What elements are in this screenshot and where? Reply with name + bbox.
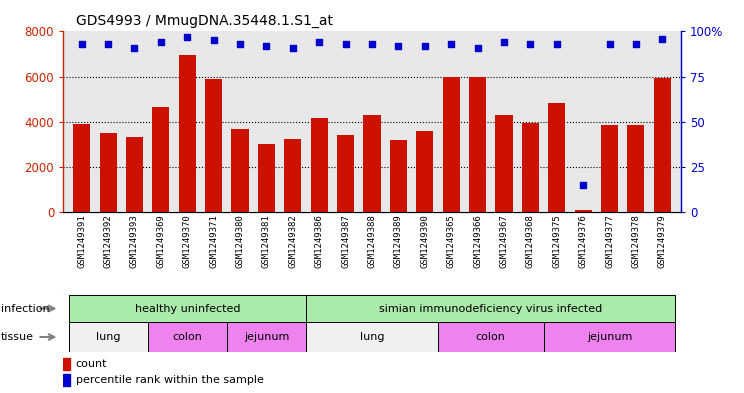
Bar [284, 139, 301, 212]
Text: infection: infection [1, 303, 49, 314]
Text: GSM1249389: GSM1249389 [394, 215, 403, 268]
Bar [306, 295, 676, 322]
Bar [544, 322, 676, 352]
Text: GSM1249370: GSM1249370 [183, 215, 192, 268]
Bar [227, 322, 306, 352]
Text: GSM1249368: GSM1249368 [526, 215, 535, 268]
Point [340, 41, 352, 47]
Point [76, 41, 88, 47]
Point [182, 34, 193, 40]
Text: jejunum: jejunum [244, 332, 289, 342]
Point [603, 41, 615, 47]
Point [656, 35, 668, 42]
Text: GSM1249380: GSM1249380 [236, 215, 245, 268]
Bar [574, 210, 591, 212]
Text: GSM1249369: GSM1249369 [156, 215, 165, 268]
Text: GSM1249379: GSM1249379 [658, 215, 667, 268]
Bar [416, 131, 433, 212]
Bar [258, 145, 275, 212]
Text: tissue: tissue [1, 332, 33, 342]
Point [287, 44, 299, 51]
Text: GSM1249388: GSM1249388 [368, 215, 376, 268]
Point [260, 43, 272, 49]
Point [577, 182, 589, 188]
Text: GSM1249381: GSM1249381 [262, 215, 271, 268]
Bar [337, 135, 354, 212]
Bar [443, 77, 460, 212]
Bar [153, 107, 170, 212]
Text: GSM1249367: GSM1249367 [499, 215, 508, 268]
Text: GSM1249375: GSM1249375 [552, 215, 561, 268]
Bar [522, 123, 539, 212]
Point [234, 41, 246, 47]
Point [392, 43, 404, 49]
Text: GSM1249387: GSM1249387 [341, 215, 350, 268]
Text: healthy uninfected: healthy uninfected [135, 303, 240, 314]
Bar [363, 115, 381, 212]
Bar [148, 322, 227, 352]
Point [630, 41, 642, 47]
Bar [496, 115, 513, 212]
Bar [627, 125, 644, 212]
Text: count: count [76, 359, 107, 369]
Text: lung: lung [360, 332, 384, 342]
Bar [126, 136, 143, 212]
Text: GSM1249392: GSM1249392 [103, 215, 112, 268]
Bar [601, 125, 618, 212]
Text: percentile rank within the sample: percentile rank within the sample [76, 375, 263, 385]
Text: lung: lung [96, 332, 121, 342]
Bar [311, 118, 328, 212]
Bar [438, 322, 544, 352]
Text: GDS4993 / MmugDNA.35448.1.S1_at: GDS4993 / MmugDNA.35448.1.S1_at [76, 14, 333, 28]
Text: GSM1249386: GSM1249386 [315, 215, 324, 268]
Text: GSM1249377: GSM1249377 [605, 215, 614, 268]
Bar [63, 374, 70, 386]
Point [498, 39, 510, 46]
Bar [68, 295, 306, 322]
Text: GSM1249382: GSM1249382 [289, 215, 298, 268]
Text: GSM1249366: GSM1249366 [473, 215, 482, 268]
Text: GSM1249371: GSM1249371 [209, 215, 218, 268]
Point [313, 39, 325, 46]
Point [208, 37, 219, 44]
Bar [231, 129, 248, 212]
Bar [548, 103, 565, 212]
Point [472, 44, 484, 51]
Bar [73, 124, 90, 212]
Bar [205, 79, 222, 212]
Point [445, 41, 457, 47]
Bar [654, 78, 671, 212]
Text: GSM1249378: GSM1249378 [632, 215, 641, 268]
Bar [100, 133, 117, 212]
Point [366, 41, 378, 47]
Bar [179, 55, 196, 212]
Point [155, 39, 167, 46]
Text: colon: colon [173, 332, 202, 342]
Bar [469, 77, 486, 212]
Text: GSM1249365: GSM1249365 [446, 215, 455, 268]
Point [129, 44, 141, 51]
Point [525, 41, 536, 47]
Bar [390, 140, 407, 212]
Point [419, 43, 431, 49]
Text: GSM1249390: GSM1249390 [420, 215, 429, 268]
Point [102, 41, 114, 47]
Bar [68, 322, 148, 352]
Text: simian immunodeficiency virus infected: simian immunodeficiency virus infected [379, 303, 603, 314]
Point [551, 41, 562, 47]
Text: GSM1249393: GSM1249393 [130, 215, 139, 268]
Text: colon: colon [476, 332, 506, 342]
Bar [63, 358, 70, 369]
Text: jejunum: jejunum [587, 332, 632, 342]
Text: GSM1249391: GSM1249391 [77, 215, 86, 268]
Bar [306, 322, 438, 352]
Text: GSM1249376: GSM1249376 [579, 215, 588, 268]
